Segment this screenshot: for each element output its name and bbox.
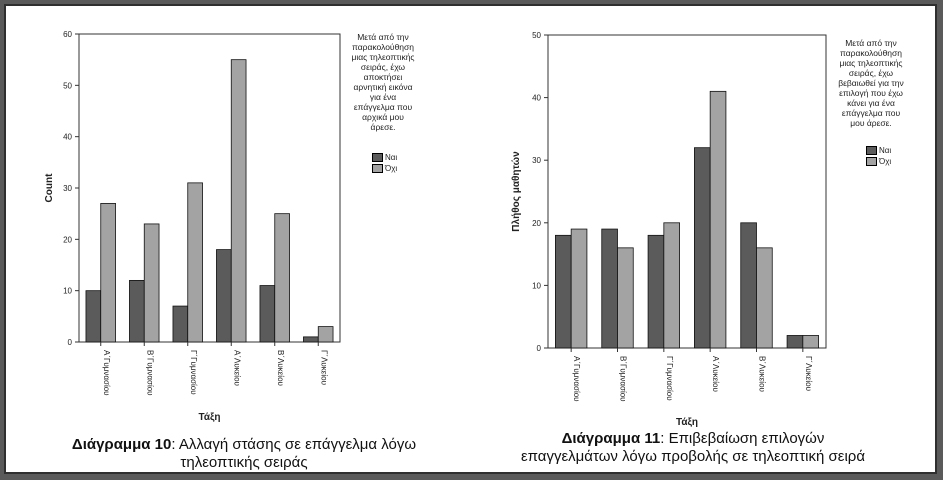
- bar-oxi: [230, 59, 247, 343]
- bar-oxi: [100, 202, 116, 343]
- legend-title-line: κάνει για ένα: [847, 98, 895, 108]
- legend-title-line: βεβαιωθεί για την: [838, 78, 904, 88]
- legend-title-line: παρακολούθηση: [839, 48, 903, 58]
- caption-text: : Επιβεβαίωση επιλογών: [660, 430, 825, 447]
- legend-title-line: επάγγελμα που: [841, 108, 901, 118]
- y-tick-label: 10: [532, 281, 541, 290]
- bar-nai: [694, 147, 711, 349]
- bar-nai: [172, 305, 189, 343]
- legend-label-nai: Ναι: [385, 153, 398, 162]
- x-tick-label: Γ΄Γυμνασίου: [665, 356, 674, 401]
- y-axis-label: Count: [44, 173, 55, 203]
- x-tick-label: Β΄Γυμνασίου: [145, 350, 154, 396]
- x-axis-label: Τάξη: [198, 412, 220, 423]
- legend-title-line: παρακολούθηση: [351, 42, 415, 52]
- bar-nai: [216, 249, 232, 343]
- legend-item-nai-chart-11: Ναι: [866, 146, 891, 155]
- bar-oxi: [570, 228, 588, 349]
- bar-oxi: [617, 247, 634, 349]
- legend-item-nai-chart-10: Ναι: [372, 153, 397, 162]
- x-tick-label: Α΄Γυμνασίου: [572, 356, 581, 402]
- legend-title-line: Μετά από την: [845, 38, 897, 48]
- caption-text-line2: επαγγελμάτων λόγω προβολής σε τηλεοπτική…: [520, 448, 866, 465]
- x-tick-label: Β΄Λυκείου: [276, 350, 285, 386]
- legend-title-line: μιας τηλεοπτικής: [351, 52, 415, 62]
- caption-chart-11: Διάγραμμα 11: Επιβεβαίωση επιλογών επαγγ…: [458, 430, 928, 466]
- y-tick-label: 0: [68, 338, 73, 347]
- y-tick-label: 60: [63, 30, 72, 39]
- legend-title-chart-11: Μετά από την παρακολούθηση μιας τηλεοπτική…: [828, 38, 914, 128]
- bar-oxi: [143, 223, 160, 343]
- bar-oxi: [756, 247, 773, 349]
- y-tick-label: 30: [63, 184, 72, 193]
- x-tick-label: Β΄Γυμνασίου: [619, 356, 628, 402]
- y-tick-label: 20: [63, 235, 72, 244]
- legend-title-line: αρχικά μου: [362, 112, 404, 122]
- legend-title-line: άρεσε.: [370, 122, 396, 132]
- x-tick-label: Α΄Λυκείου: [711, 356, 720, 392]
- bar-oxi: [274, 213, 290, 343]
- x-tick-label: Γ΄Λυκείου: [319, 350, 328, 385]
- y-tick-label: 50: [63, 81, 72, 90]
- bar-nai: [303, 336, 319, 343]
- legend-label-nai: Ναι: [879, 146, 892, 155]
- legend-title-line: μιας τηλεοπτικής: [839, 58, 903, 68]
- bar-oxi: [187, 182, 203, 343]
- bar-nai: [601, 228, 618, 349]
- legend-title-line: αρνητική εικόνα: [353, 82, 413, 92]
- x-axis-label: Τάξη: [676, 417, 698, 428]
- bar-nai: [129, 279, 145, 343]
- bar-nai: [555, 234, 572, 349]
- legend-title-line: για ένα: [369, 92, 397, 102]
- legend-title-line: μου άρεσε.: [850, 118, 892, 128]
- legend-title-line: σειράς, έχω: [848, 68, 894, 78]
- legend-item-oxi-chart-11: Όχι: [866, 157, 891, 166]
- bar-oxi: [663, 222, 680, 349]
- legend-title-line: αποκτήσει: [363, 72, 403, 82]
- bar-oxi: [802, 335, 819, 349]
- y-tick-label: 40: [532, 94, 541, 103]
- y-tick-label: 10: [63, 287, 72, 296]
- plot-area: [547, 34, 827, 349]
- caption-number: Διάγραμμα 10: [71, 436, 172, 453]
- legend-title-line: Μετά από την: [357, 32, 409, 42]
- legend-swatch-nai: [372, 153, 383, 162]
- legend-label-oxi: Όχι: [385, 164, 398, 173]
- caption-text-line2: τηλεοπτικής σειράς: [180, 454, 308, 471]
- y-tick-label: 40: [63, 133, 72, 142]
- plot-area: [78, 33, 341, 343]
- legend-label-oxi: Όχι: [879, 157, 892, 166]
- bar-nai: [259, 285, 276, 343]
- x-tick-label: Α΄Γυμνασίου: [102, 350, 111, 396]
- bar-nai: [647, 234, 665, 349]
- x-tick-label: Γ΄Λυκείου: [804, 356, 813, 391]
- y-tick-label: 0: [537, 344, 542, 353]
- legend-item-oxi-chart-10: Όχι: [372, 164, 397, 173]
- bar-oxi: [709, 90, 727, 349]
- x-tick-label: Γ΄Γυμνασίου: [189, 350, 198, 395]
- legend-title-chart-10: Μετά από την παρακολούθηση μιας τηλεοπτική…: [340, 32, 426, 132]
- legend-swatch-oxi: [372, 164, 383, 173]
- y-tick-label: 20: [532, 219, 541, 228]
- x-tick-label: Β΄Λυκείου: [758, 356, 767, 392]
- legend-title-line: επάγγελμα που: [353, 102, 413, 112]
- caption-chart-10: Διάγραμμα 10: Αλλαγή στάσης σε επάγγελμα…: [14, 436, 474, 472]
- y-tick-label: 30: [532, 156, 541, 165]
- legend-title-line: σειράς, έχω: [360, 62, 406, 72]
- caption-number: Διάγραμμα 11: [561, 430, 661, 447]
- y-axis-label: Πλήθος μαθητών: [511, 151, 522, 232]
- figure-frame: [4, 4, 937, 474]
- bar-nai: [740, 222, 757, 349]
- legend-title-line: επιλογή που έχω: [839, 88, 903, 98]
- bar-nai: [786, 335, 804, 349]
- y-tick-label: 50: [532, 31, 541, 40]
- bar-nai: [85, 290, 102, 343]
- legend-swatch-oxi: [866, 157, 877, 166]
- x-tick-label: Α΄Λυκείου: [232, 350, 241, 386]
- bar-oxi: [317, 326, 334, 343]
- caption-text: : Αλλαγή στάσης σε επάγγελμα λόγω: [171, 436, 417, 453]
- legend-swatch-nai: [866, 146, 877, 155]
